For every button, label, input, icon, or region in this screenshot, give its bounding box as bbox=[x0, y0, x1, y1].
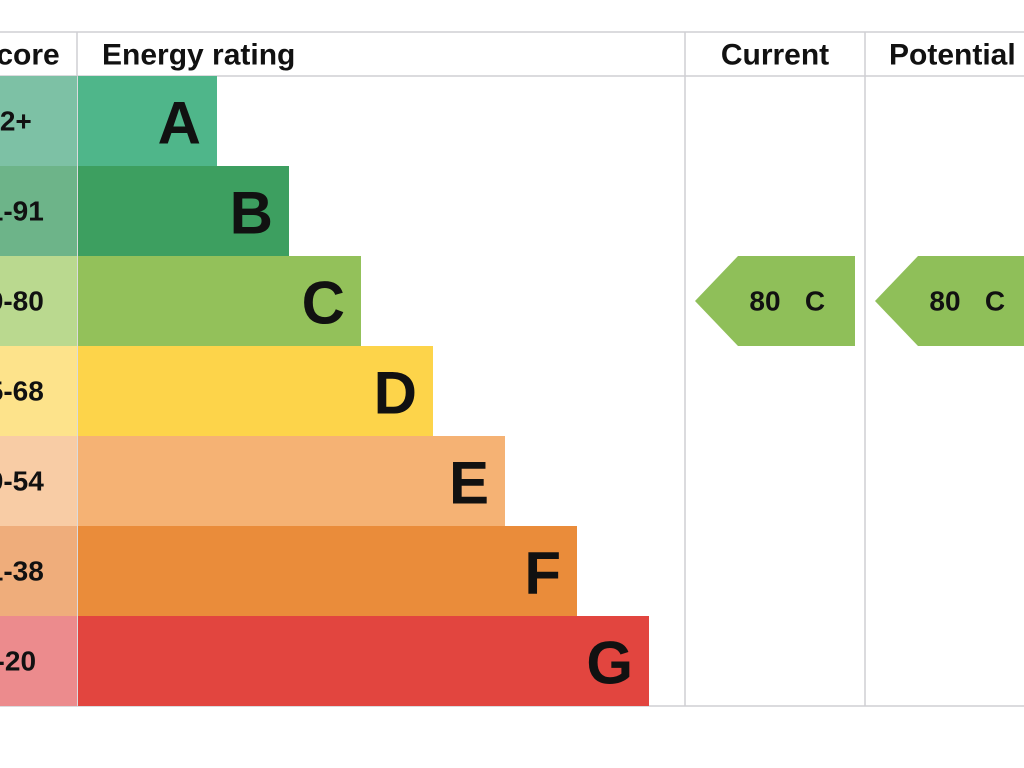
score-cell bbox=[0, 526, 77, 616]
rating-bar bbox=[78, 346, 433, 436]
score-range: 81-91 bbox=[0, 196, 44, 227]
score-cell bbox=[0, 436, 77, 526]
score-range: 69-80 bbox=[0, 286, 44, 317]
rating-letter: F bbox=[524, 540, 561, 607]
potential-arrow bbox=[875, 256, 1024, 346]
rating-bar bbox=[78, 616, 649, 706]
rating-letter: E bbox=[449, 450, 489, 517]
score-cell bbox=[0, 346, 77, 436]
score-range: 55-68 bbox=[0, 376, 44, 407]
score-cell bbox=[0, 256, 77, 346]
current-letter: C bbox=[805, 286, 825, 317]
score-range: 1-20 bbox=[0, 646, 36, 677]
rating-letter: D bbox=[374, 360, 417, 427]
score-header: Score bbox=[0, 39, 60, 72]
rating-letter: G bbox=[586, 630, 633, 697]
rating-bar bbox=[78, 436, 505, 526]
score-range: 21-38 bbox=[0, 556, 44, 587]
score-cell bbox=[0, 616, 77, 706]
rating-letter: A bbox=[158, 90, 201, 157]
potential-value: 80 bbox=[929, 286, 960, 317]
rating-bar bbox=[78, 166, 289, 256]
score-range: 39-54 bbox=[0, 466, 44, 497]
potential-header: Potential bbox=[889, 39, 1016, 72]
score-cell bbox=[0, 166, 77, 256]
rating-bar bbox=[78, 76, 217, 166]
score-cell bbox=[0, 76, 77, 166]
rating-letter: B bbox=[230, 180, 273, 247]
potential-letter: C bbox=[985, 286, 1005, 317]
rating-bar bbox=[78, 526, 577, 616]
rating-bar bbox=[78, 256, 361, 346]
rating-header: Energy rating bbox=[102, 39, 295, 72]
current-header: Current bbox=[721, 39, 829, 72]
rating-letter: C bbox=[302, 270, 345, 337]
score-range: 92+ bbox=[0, 106, 32, 137]
current-value: 80 bbox=[749, 286, 780, 317]
current-arrow bbox=[695, 256, 855, 346]
